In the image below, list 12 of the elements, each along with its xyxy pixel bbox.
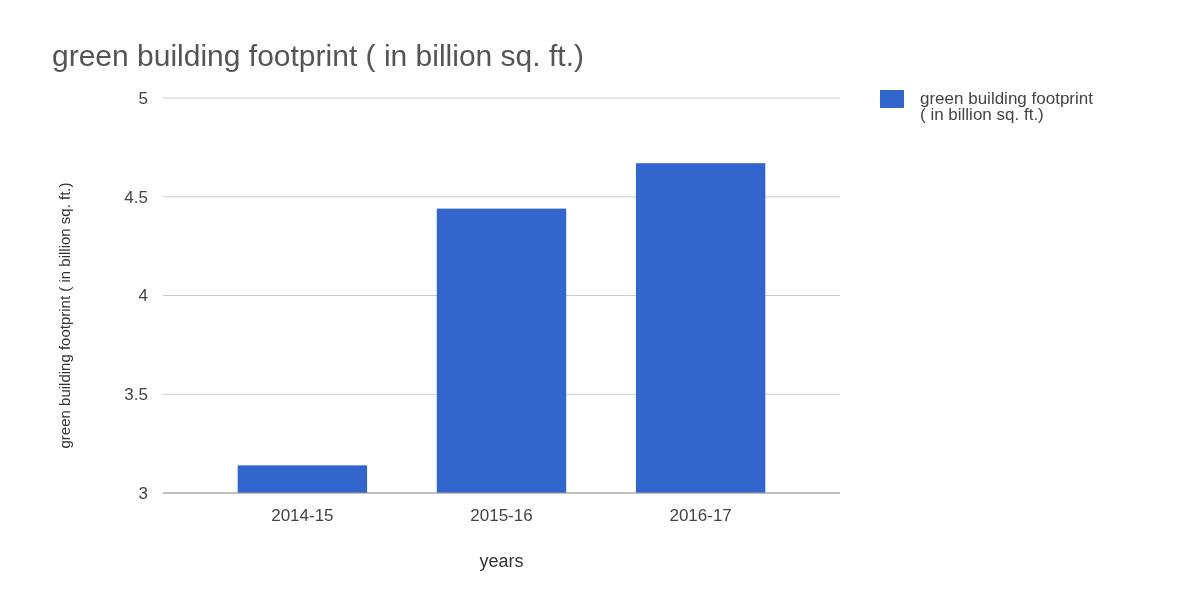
y-tick-label: 4 (138, 286, 148, 306)
y-axis-title: green building footprint ( in billion sq. ft.) (56, 182, 73, 449)
y-tick-label: 3.5 (124, 385, 148, 405)
chart-title: green building footprint ( in billion sq. ft.) (52, 39, 584, 72)
y-tick-label: 5 (138, 88, 148, 108)
legend-label: green building footprint ( in billion sq. ft.) (920, 89, 1094, 124)
x-tick-label: 2015-16 (470, 506, 533, 525)
y-tick-label: 3 (138, 483, 148, 503)
x-tick-label: 2016-17 (669, 506, 732, 525)
x-axis-title: years (479, 551, 524, 571)
x-tick-label: 2014-15 (271, 506, 334, 525)
y-tick-label: 4.5 (124, 187, 148, 207)
